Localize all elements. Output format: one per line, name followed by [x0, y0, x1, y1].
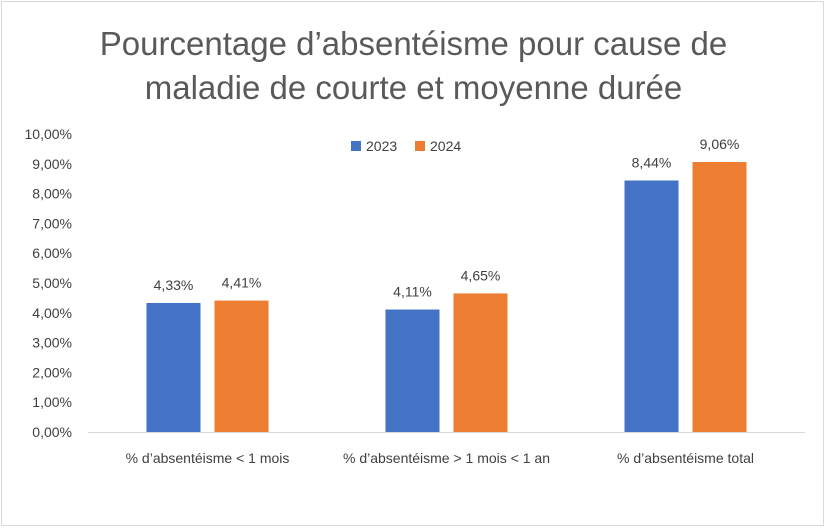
y-tick-label: 3,00% [32, 335, 72, 351]
legend-label-2024: 2024 [430, 138, 461, 154]
chart-title: Pourcentage d’absentéisme pour cause de … [0, 22, 827, 110]
y-tick-label: 10,00% [25, 126, 72, 142]
chart-title-line-2: maladie de courte et moyenne durée [144, 69, 683, 106]
legend-swatch-2024 [415, 141, 425, 151]
y-tick-label: 2,00% [32, 364, 72, 380]
x-category-label: % d’absentéisme > 1 mois < 1 an [343, 450, 550, 466]
y-tick-label: 4,00% [32, 305, 72, 321]
legend-label-2023: 2023 [366, 138, 397, 154]
bar-2024 [214, 300, 269, 432]
y-tick-label: 8,00% [32, 186, 72, 202]
y-tick-label: 0,00% [32, 424, 72, 440]
legend-swatch-2023 [351, 141, 361, 151]
bar-2024 [453, 293, 508, 432]
data-label: 4,65% [461, 267, 501, 283]
bar-2023 [624, 180, 679, 432]
data-label: 8,44% [632, 154, 672, 170]
y-tick-label: 7,00% [32, 215, 72, 231]
x-category-label: % d’absentéisme < 1 mois [126, 450, 290, 466]
chart-title-line-1: Pourcentage d’absentéisme pour cause de [99, 25, 728, 62]
data-label: 4,41% [222, 275, 262, 291]
bars: 4,33% 4,41% 4,11% 4,65% 8,44% 9,06% [146, 136, 747, 432]
data-label: 4,11% [393, 284, 432, 300]
legend: 2023 2024 [351, 138, 461, 154]
bar-2024 [692, 162, 747, 432]
y-tick-label: 9,00% [32, 156, 72, 172]
data-label: 4,33% [154, 277, 194, 293]
bar-2023 [146, 302, 201, 432]
x-axis: % d’absentéisme < 1 mois % d’absentéisme … [88, 432, 805, 466]
x-category-label: % d’absentéisme total [617, 450, 754, 466]
y-tick-label: 5,00% [32, 275, 72, 291]
bar-2023 [385, 309, 440, 432]
data-label: 9,06% [700, 136, 740, 152]
y-tick-label: 6,00% [32, 245, 72, 261]
y-axis: 0,00% 1,00% 2,00% 3,00% 4,00% 5,00% 6,00% 7,00%… [25, 126, 72, 440]
y-tick-label: 1,00% [32, 394, 72, 410]
